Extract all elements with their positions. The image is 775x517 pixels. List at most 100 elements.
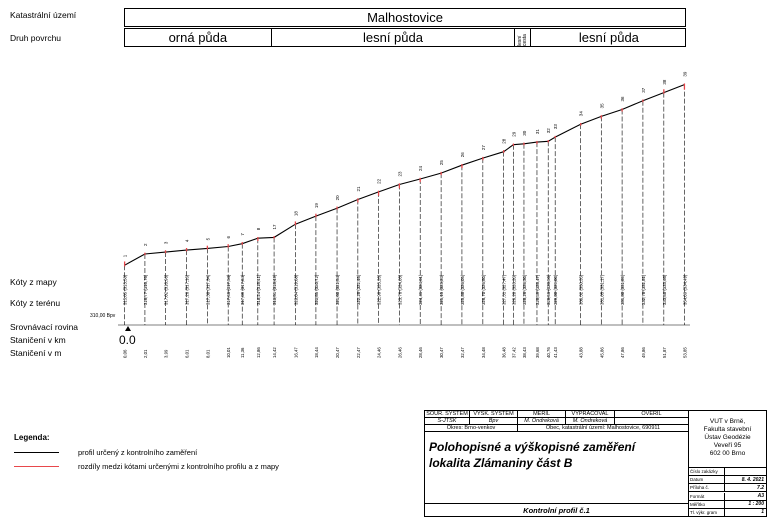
point-number: 2 [143,243,148,246]
height-label: 315,85 (315,58) [123,274,128,305]
tb-inst-line3: Ústav Geodézie [704,433,751,441]
station-label: 26,46 [397,347,402,358]
tb-meta-value [725,468,766,477]
station-label: 8,01 [205,349,210,358]
surface-label: lesní půda [362,30,423,45]
tb-meta-value: 7.2 [725,484,766,493]
territory-name: Malhostovice [367,10,443,25]
tb-inst-line5: 602 00 Brno [709,449,746,457]
point-number: 33 [553,124,558,130]
height-label: 326,70 (326,80) [481,274,486,305]
station-label: 6,01 [185,349,190,358]
tb-municipality: Obec, katastrální území: Malhostovice, 6… [518,425,689,432]
point-number: 4 [185,239,190,242]
datum-label: Srovnávací rovina [10,322,79,332]
station-label: 34,48 [481,347,486,358]
tb-district: Okres: Brno-venkov [425,425,518,432]
station-label: 30,47 [439,347,444,358]
point-number: 22 [377,178,382,184]
point-number: 32 [546,128,551,134]
point-number: 17 [272,224,277,230]
tb-meta-key: Příloha č. [689,484,725,493]
datum-arrow [125,326,131,331]
station-label: 18,44 [314,347,319,358]
surface-segment: lesní půda [529,29,687,46]
legend-title: Legenda: [14,433,50,442]
point-number: 27 [481,145,486,151]
legend-swatch-profile [14,452,59,453]
tb-meta-value: 1 [725,509,766,516]
station-label: 40,76 [546,347,551,358]
point-number: 20 [335,195,340,201]
point-number: 3 [164,241,169,244]
station-label: 38,43 [522,347,527,358]
surface-label: orná půda [168,30,228,45]
title-block: SOUŘ. SYSTÉM VÝŠK. SYSTÉM MĚŘIL VYPRACOV… [424,410,767,517]
tb-header-verified: OVĚŘIL [615,411,689,418]
station-label: 53,85 [682,347,687,358]
km-value: 0.0 [119,333,136,347]
point-number: 1 [123,254,128,257]
tb-value-measured: M. Ondreková [518,418,566,425]
height-label: 334,09 (334,49) [682,274,687,305]
point-number: 30 [522,130,527,136]
point-number: 37 [641,87,646,93]
point-number: 18 [293,211,298,217]
tb-header-coord: SOUŘ. SYSTÉM [425,411,470,418]
km-stationing-label: Staničení v km [10,335,66,345]
station-label: 28,46 [418,347,423,358]
territory-box: Malhostovice [124,8,686,27]
tb-inst-line2: Fakulta stavební [703,425,752,433]
height-label: 316,77 (316,76) [143,274,148,305]
station-label: 2,01 [143,349,148,358]
station-label: 12,86 [256,347,261,358]
tb-meta-key: Datum [689,476,725,485]
height-label: 325,88 (326,05) [460,274,465,305]
legend-item-diff: rozdíly medzi kótami určenými z kontroln… [78,462,279,471]
height-label: 331,05 (331,17) [599,274,604,305]
point-number: 19 [314,203,319,209]
station-label: 51,87 [662,347,667,358]
tb-header-measured: MĚŘIL [518,411,566,418]
point-number: 29 [511,131,516,137]
height-label: 321,60 (321,54) [335,274,340,305]
point-number: 35 [599,103,604,109]
point-number: 28 [502,138,507,144]
height-label: 318,24 (318,41) [256,274,261,305]
height-label: 317,66 (317,54) [226,274,231,305]
point-number: 36 [620,96,625,102]
station-label: 3,99 [164,349,169,358]
tb-subtitle: Kontrolní profil č.1 [425,503,689,516]
height-label: 325,15 (325,23) [439,274,444,305]
surface-segment: lesní půda [270,29,515,46]
surface-label: lesní půda [578,30,639,45]
height-label: 320,85 (320,72) [314,274,319,305]
height-label: 328,56 (328,56) [546,274,551,305]
station-label: 10,01 [226,347,231,358]
tb-meta-value: 8. 4. 2021 [725,476,766,485]
point-number: 38 [662,79,667,85]
height-label: 322,28 (322,46) [356,274,361,305]
height-label: 328,26 (328,30) [522,274,527,305]
height-label: 317,26 (317,16) [185,274,190,305]
height-label: 322,98 (323,26) [377,274,382,305]
point-number: 7 [240,233,245,236]
station-label: 16,47 [293,347,298,358]
height-label: 331,80 (331,89) [620,274,625,305]
station-label: 0,06 [123,349,128,358]
legend-swatch-diff [14,466,59,467]
tb-header-prepared: VYPRACOVAL [566,411,615,418]
point-number: 34 [579,111,584,117]
height-label: 323,76 (324,03) [397,274,402,305]
tb-value-height: Bpv [470,418,518,425]
m-stationing-label: Staničení v m [10,348,62,358]
tb-meta-table: Číslo zakázky Datum 8. 4. 2021 Příloha č. 7.… [689,467,766,516]
tb-meta-key: Číslo zakázky [689,468,725,477]
height-label: 317,50 (317,34) [205,274,210,305]
tb-header-height: VÝŠK. SYSTÉM [470,411,518,418]
height-label: 317,02 (316,96) [164,274,169,305]
height-label: 328,39 (328,47) [535,274,540,305]
surface-segment: lesní cesta [514,29,530,46]
point-number: 31 [535,129,540,135]
surface-segment: orná půda [125,29,271,46]
